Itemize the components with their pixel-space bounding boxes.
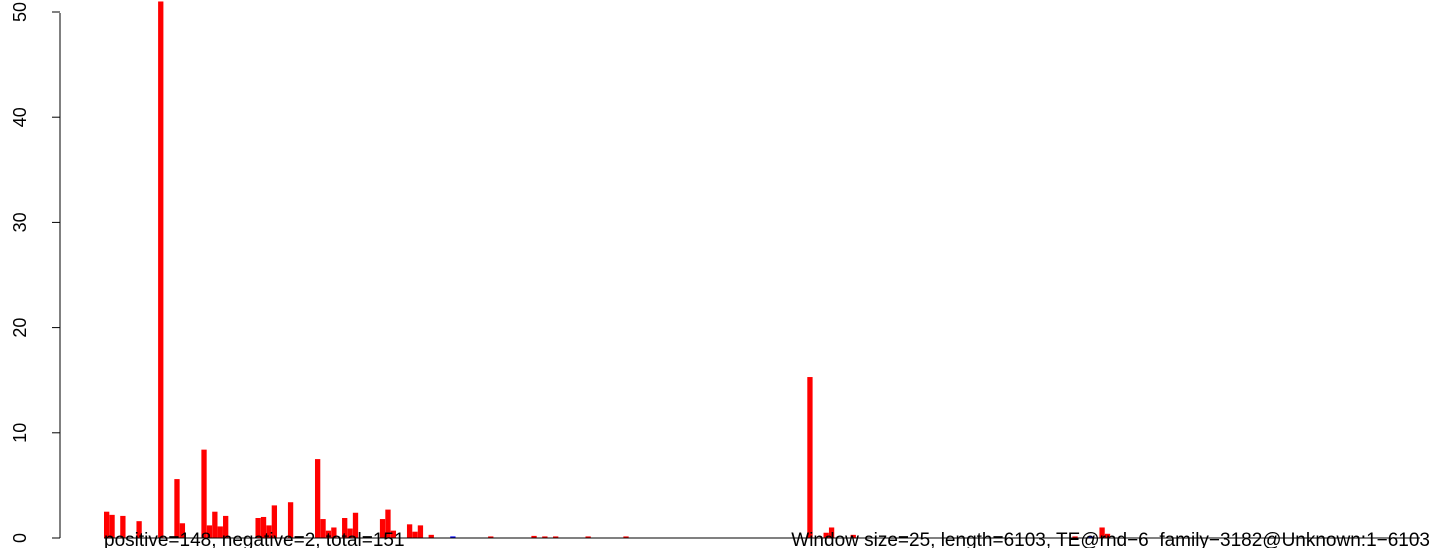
positive-bar — [553, 536, 559, 538]
positive-bar — [136, 521, 142, 538]
positive-bar — [287, 502, 294, 538]
y-tick-label: 20 — [10, 318, 30, 338]
positive-bar — [217, 526, 223, 538]
positive-bar — [320, 519, 326, 538]
positive-bar — [347, 528, 353, 538]
positive-bar — [385, 509, 391, 538]
y-tick-label: 50 — [10, 2, 30, 22]
positive-bar — [1072, 536, 1078, 538]
positive-bar — [406, 524, 413, 538]
bars — [104, 1, 1111, 539]
y-tick-label: 30 — [10, 212, 30, 232]
positive-bar — [109, 514, 115, 538]
positive-bar — [542, 536, 548, 538]
positive-bar — [1104, 533, 1111, 538]
y-tick-label: 10 — [10, 423, 30, 443]
positive-bar — [531, 535, 537, 538]
positive-bar — [212, 511, 218, 538]
chart-title: Window size=25, length=6103, TE@rnd−6_fa… — [791, 530, 1430, 548]
positive-bar — [255, 518, 261, 538]
positive-bar — [417, 525, 424, 538]
negative-bar — [450, 536, 456, 538]
positive-bar — [104, 511, 110, 538]
positive-bar — [201, 449, 207, 538]
y-tick-label: 0 — [10, 533, 30, 543]
negative-bar — [1088, 536, 1094, 538]
positive-bar — [120, 515, 126, 538]
positive-bar — [174, 479, 180, 538]
positive-bar — [260, 516, 267, 538]
positive-bar — [314, 459, 321, 538]
positive-bar — [331, 527, 337, 538]
positive-bar — [823, 532, 829, 538]
positive-bar — [807, 377, 813, 538]
positive-bar — [206, 525, 213, 538]
y-axis-ticks: 0 10 20 30 40 50 — [10, 2, 60, 543]
positive-bar — [428, 534, 434, 538]
positive-bar — [158, 1, 164, 539]
stats-annotation: positive=148, negative=2, total=151 — [104, 530, 405, 548]
positive-bar — [266, 525, 272, 538]
positive-bar — [623, 536, 629, 538]
positive-bar — [352, 512, 359, 538]
positive-bar — [828, 527, 835, 538]
positive-bar — [850, 534, 856, 538]
positive-bar — [1099, 527, 1105, 538]
positive-bar — [390, 530, 397, 538]
positive-bar — [585, 536, 591, 538]
positive-bar — [325, 530, 332, 538]
y-tick-label: 40 — [10, 107, 30, 127]
positive-bar — [223, 515, 229, 538]
positive-bar — [271, 505, 278, 538]
positive-bar — [412, 531, 418, 538]
positive-bar — [379, 519, 386, 538]
positive-bar — [488, 536, 494, 538]
positive-bar — [179, 523, 186, 538]
positive-bar — [342, 518, 348, 538]
